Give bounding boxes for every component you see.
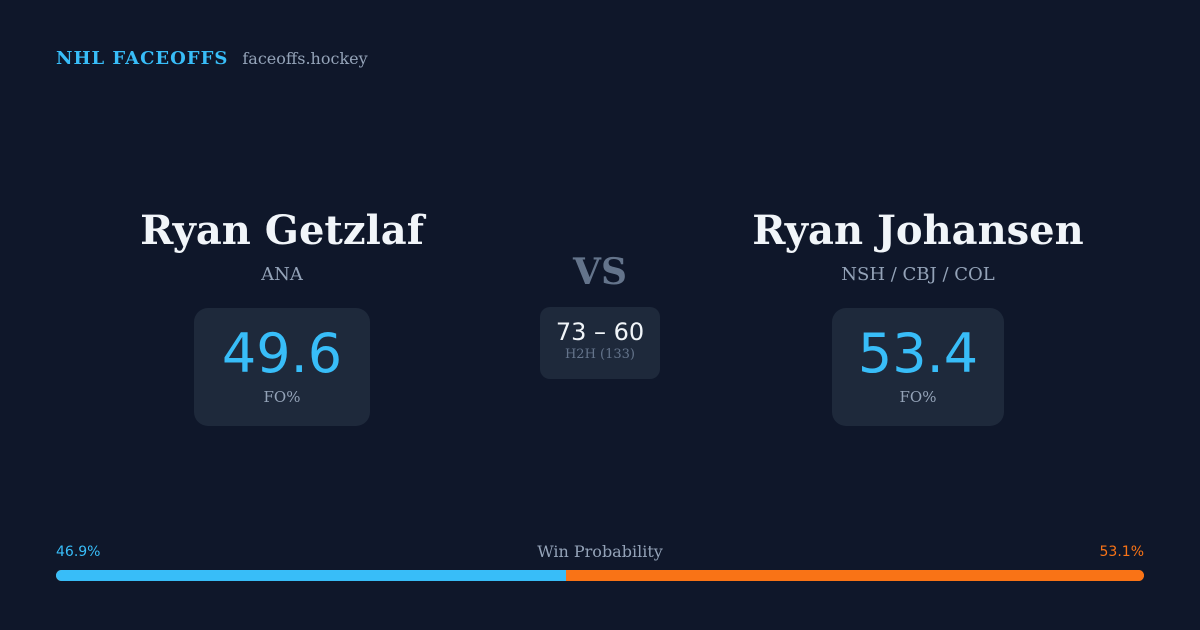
brand-domain: faceoffs.hockey [242, 49, 368, 68]
player-right-panel: Ryan Johansen NSH / CBJ / COL 53.4 FO% [688, 206, 1148, 426]
win-probability-bar [56, 570, 1144, 581]
head-to-head-card: 73 – 60 H2H (133) [540, 307, 660, 379]
player-left-stat-value: 49.6 [221, 322, 343, 385]
player-right-stat-value: 53.4 [857, 322, 979, 385]
win-probability-right-label: 53.1% [1099, 544, 1144, 560]
win-probability-left-fill [56, 570, 567, 581]
head-to-head-label: H2H (133) [564, 347, 636, 362]
brand-header: NHL FACEOFFS faceoffs.hockey [56, 48, 368, 69]
vs-label: VS [573, 251, 627, 293]
win-probability-left-label: 46.9% [56, 544, 101, 560]
win-probability-labels: 46.9% Win Probability 53.1% [56, 543, 1144, 563]
player-left-stat-label: FO% [263, 388, 301, 406]
player-left-panel: Ryan Getzlaf ANA 49.6 FO% [52, 206, 512, 426]
player-right-stat-card: 53.4 FO% [832, 308, 1004, 426]
player-right-team: NSH / CBJ / COL [841, 264, 995, 285]
player-right-name: Ryan Johansen [752, 207, 1084, 254]
win-probability-right-fill [566, 570, 1144, 581]
brand-title: NHL FACEOFFS [56, 48, 229, 69]
win-probability-title: Win Probability [537, 542, 663, 561]
player-left-team: ANA [261, 264, 303, 285]
player-right-stat-label: FO% [899, 388, 937, 406]
head-to-head-score: 73 – 60 [555, 318, 645, 346]
player-left-stat-card: 49.6 FO% [194, 308, 370, 426]
player-left-name: Ryan Getzlaf [140, 207, 424, 254]
